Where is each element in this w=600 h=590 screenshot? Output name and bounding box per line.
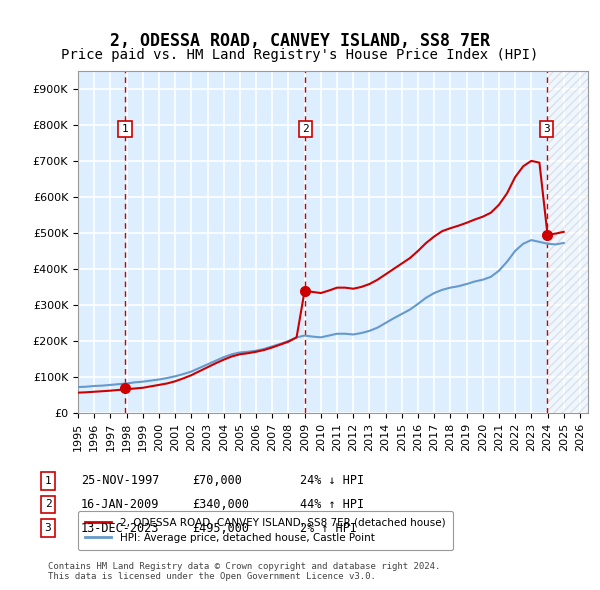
Text: 1: 1 [122,124,128,134]
Text: 2: 2 [302,124,308,134]
Text: 25-NOV-1997: 25-NOV-1997 [81,474,160,487]
Text: £70,000: £70,000 [192,474,242,487]
Text: £495,000: £495,000 [192,522,249,535]
Text: Price paid vs. HM Land Registry's House Price Index (HPI): Price paid vs. HM Land Registry's House … [61,48,539,63]
Text: 13-DEC-2023: 13-DEC-2023 [81,522,160,535]
Text: 44% ↑ HPI: 44% ↑ HPI [300,498,364,511]
Bar [548,71,588,413]
Text: 2: 2 [44,500,52,509]
Text: Contains HM Land Registry data © Crown copyright and database right 2024.
This d: Contains HM Land Registry data © Crown c… [48,562,440,581]
Text: 2, ODESSA ROAD, CANVEY ISLAND, SS8 7ER: 2, ODESSA ROAD, CANVEY ISLAND, SS8 7ER [110,32,490,51]
Text: 2% ↑ HPI: 2% ↑ HPI [300,522,357,535]
Text: 1: 1 [44,476,52,486]
Text: 3: 3 [44,523,52,533]
Text: 16-JAN-2009: 16-JAN-2009 [81,498,160,511]
Text: 3: 3 [544,124,550,134]
Legend: 2, ODESSA ROAD, CANVEY ISLAND, SS8 7ER (detached house), HPI: Average price, det: 2, ODESSA ROAD, CANVEY ISLAND, SS8 7ER (… [78,510,452,550]
Text: 24% ↓ HPI: 24% ↓ HPI [300,474,364,487]
Text: £340,000: £340,000 [192,498,249,511]
